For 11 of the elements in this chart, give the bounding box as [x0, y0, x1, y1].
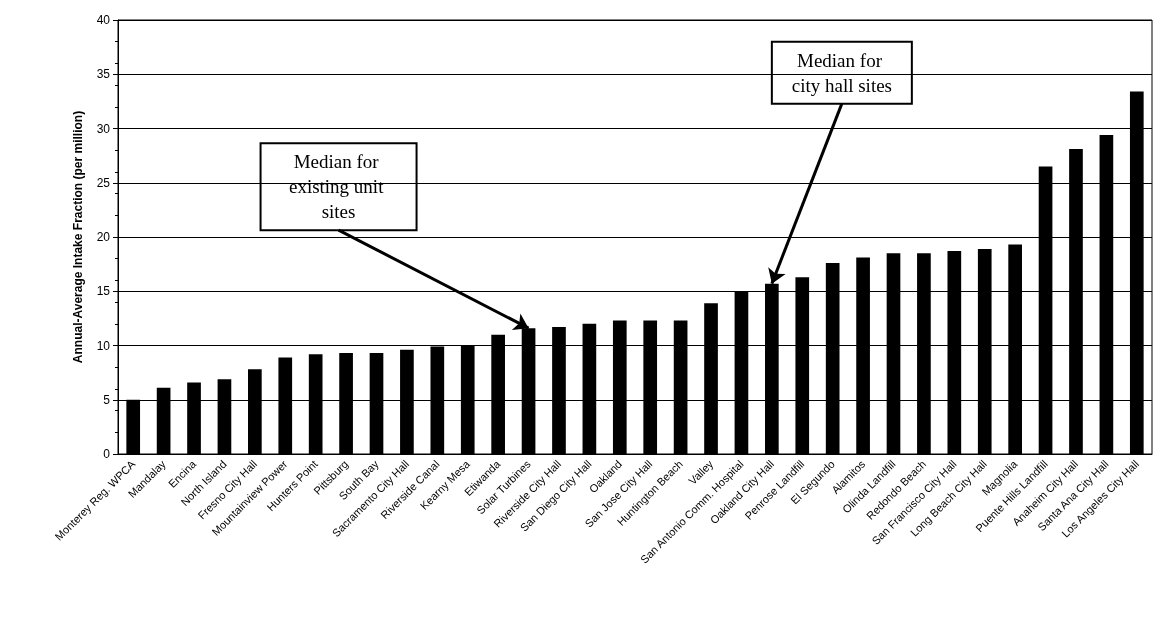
y-tick-label: 40: [96, 13, 111, 27]
annotation: Median for city hall sites: [791, 49, 892, 96]
y-tick-label: 5: [103, 392, 111, 407]
y-tick-label: 10: [96, 338, 111, 353]
y-tick-label: 0: [103, 447, 111, 461]
y-tick-label: 30: [96, 121, 111, 136]
y-tick-label: 20: [96, 230, 111, 244]
y-tick-label: 25: [96, 175, 111, 190]
y-tick-label: 15: [96, 284, 111, 299]
y-axis-title: Annual-Average Intake Fraction (per million): [71, 110, 85, 364]
y-tick-label: 35: [96, 67, 111, 82]
